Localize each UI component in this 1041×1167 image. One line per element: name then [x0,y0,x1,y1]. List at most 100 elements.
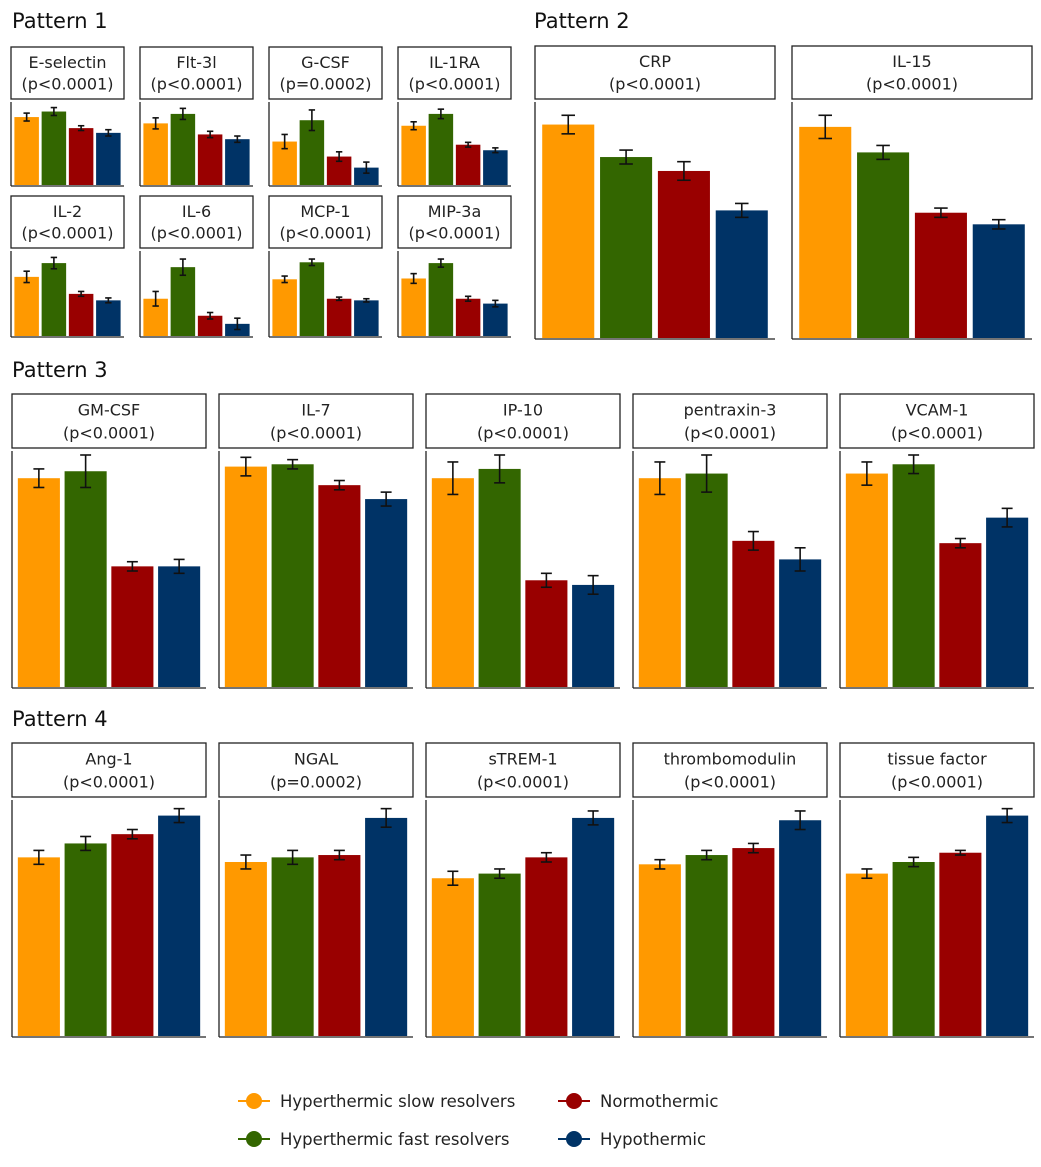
bar-hyperthermic-fast-resolvers [64,843,107,1036]
panel-strem-1: sTREM-1 (p<0.0001) [425,742,621,1038]
panel-il-7: IL-7 (p<0.0001) [218,393,414,689]
strip-title: IL-15 [892,52,931,71]
legend-label: Hyperthermic slow resolvers [280,1091,516,1111]
panel-flt-3l: Flt-3l (p<0.0001) [139,46,254,187]
strip-il-2 [10,195,125,249]
legend: Hyperthermic slow resolvers Normothermic… [236,1082,796,1158]
bar-hyperthermic-slow-resolvers [14,276,39,336]
bar-hyperthermic-fast-resolvers [428,113,454,185]
bar-hypothermic [715,210,768,338]
strip-strem-1 [425,742,621,798]
bar-hypothermic [225,139,250,185]
strip-title: CRP [639,52,671,71]
bar-normothermic [525,580,568,687]
bar-hyperthermic-fast-resolvers [271,857,314,1036]
strip-flt-3l [139,46,254,100]
pattern-3-title: Pattern 3 [12,358,108,382]
legend-item-hyperthermic-fast[interactable]: Hyperthermic fast resolvers [236,1124,510,1154]
strip-title: IL-2 [53,202,82,221]
bar-hypothermic [572,584,615,687]
panel-g-csf: G-CSF (p=0.0002) [268,46,383,187]
strip-ngal [218,742,414,798]
strip-pvalue: (p<0.0001) [21,224,113,243]
bar-normothermic [525,857,568,1036]
panel-gm-csf: GM-CSF (p<0.0001) [11,393,207,689]
strip-ang-1 [11,742,207,798]
bar-hyperthermic-slow-resolvers [638,864,681,1036]
panels: E-selectin (p<0.0001) Flt-3l (p<0.0001) G-CS… [10,45,1035,1038]
strip-title: MIP-3a [428,202,482,221]
bar-normothermic [455,298,481,336]
bar-hyperthermic-slow-resolvers [143,123,168,185]
bar-normothermic [318,485,361,687]
bar-hyperthermic-fast-resolvers [271,464,314,687]
legend-key-hypothermic [556,1124,592,1154]
bar-normothermic [732,848,775,1036]
strip-il-15 [791,45,1033,100]
legend-item-hyperthermic-slow[interactable]: Hyperthermic slow resolvers [236,1086,515,1116]
bar-normothermic [455,144,481,185]
strip-pvalue: (p<0.0001) [279,224,371,243]
bar-normothermic [914,212,967,338]
bar-hyperthermic-fast-resolvers [685,855,728,1036]
pattern-2-title: Pattern 2 [534,9,630,33]
bar-hypothermic [96,300,121,336]
strip-pvalue: (p<0.0001) [408,75,500,94]
bar-normothermic [197,315,223,336]
strip-title: NGAL [294,750,338,769]
legend-label: Hypothermic [600,1129,707,1149]
strip-pvalue: (p<0.0001) [891,423,983,442]
bar-hyperthermic-fast-resolvers [685,473,728,687]
bar-hypothermic [986,517,1029,687]
strip-title: GM-CSF [78,401,141,420]
bar-hyperthermic-slow-resolvers [401,125,426,185]
legend-item-normothermic[interactable]: Normothermic [556,1086,718,1116]
bar-hyperthermic-fast-resolvers [299,262,325,336]
strip-crp [534,45,776,100]
strip-g-csf [268,46,383,100]
bar-hyperthermic-fast-resolvers [478,873,521,1036]
strip-title: E-selectin [28,53,106,72]
bar-normothermic [732,540,775,687]
strip-title: VCAM-1 [906,401,969,420]
bar-hyperthermic-fast-resolvers [428,263,454,336]
bar-normothermic [68,293,94,336]
bar-hyperthermic-slow-resolvers [14,117,39,185]
bar-normothermic [939,543,982,687]
bar-normothermic [657,170,710,338]
strip-title: thrombomodulin [664,750,797,769]
bar-hypothermic [158,566,201,687]
panel-mcp-1: MCP-1 (p<0.0001) [268,195,383,338]
strip-pvalue: (p<0.0001) [21,75,113,94]
strip-il-6 [139,195,254,249]
bar-hyperthermic-fast-resolvers [478,468,521,687]
bar-hyperthermic-slow-resolvers [431,878,474,1036]
figure: Pattern 1 Pattern 2 Pattern 3 Pattern 4 … [10,9,1035,1038]
bar-hypothermic [354,300,379,336]
bar-hyperthermic-slow-resolvers [542,124,595,338]
bar-hyperthermic-fast-resolvers [170,113,196,185]
strip-pvalue: (p<0.0001) [63,772,155,791]
bar-hypothermic [158,815,201,1036]
bar-hyperthermic-fast-resolvers [41,111,67,185]
bar-normothermic [68,128,94,185]
panel-ip-10: IP-10 (p<0.0001) [425,393,621,689]
strip-pvalue: (p=0.0002) [270,772,362,791]
strip-mcp-1 [268,195,383,249]
strip-thrombomodulin [632,742,828,798]
strip-mip-3a [397,195,512,249]
strip-pvalue: (p<0.0001) [63,423,155,442]
bar-hyperthermic-slow-resolvers [431,478,474,687]
strip-il-1ra [397,46,512,100]
strip-pvalue: (p<0.0001) [150,75,242,94]
strip-title: IL-1RA [429,53,480,72]
legend-item-hypothermic[interactable]: Hypothermic [556,1124,706,1154]
bar-hyperthermic-slow-resolvers [224,466,267,687]
bar-hypothermic [572,817,615,1036]
bar-hypothermic [354,167,379,185]
strip-pentraxin-3 [632,393,828,449]
legend-label: Hyperthermic fast resolvers [280,1129,510,1149]
bar-hyperthermic-slow-resolvers [17,478,60,687]
panel-vcam-1: VCAM-1 (p<0.0001) [839,393,1035,689]
bar-hyperthermic-fast-resolvers [64,471,107,687]
